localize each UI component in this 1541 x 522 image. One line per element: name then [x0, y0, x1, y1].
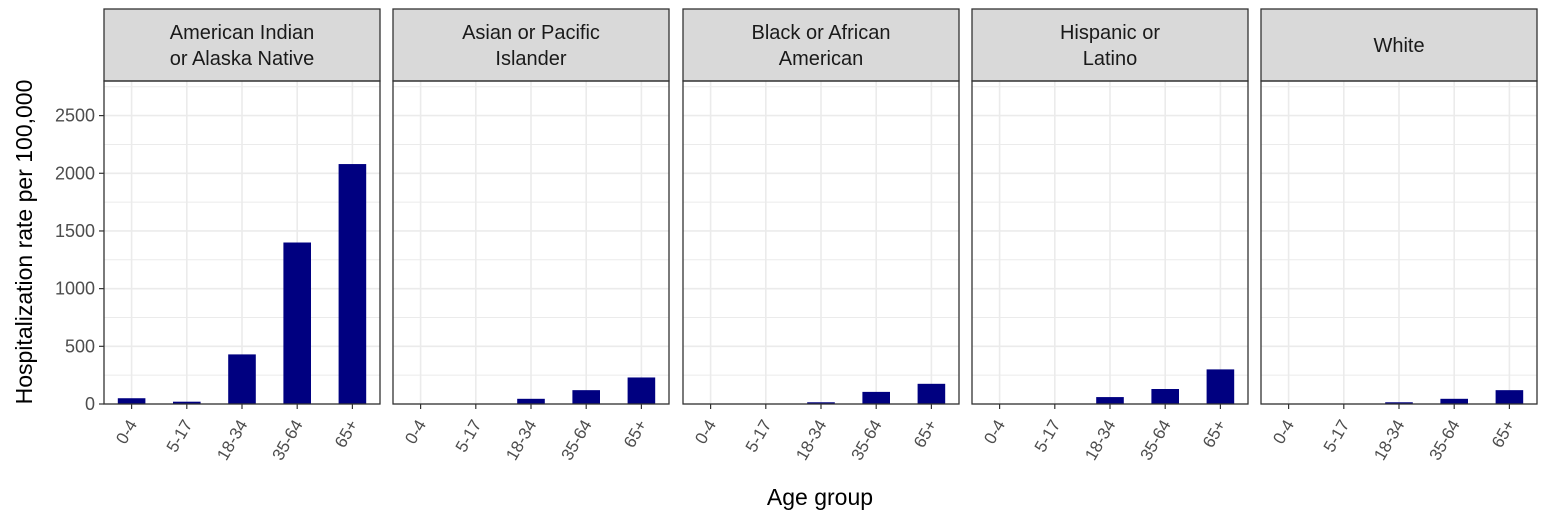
x-tick-label: 5-17: [1320, 417, 1353, 456]
x-tick-label: 18-34: [792, 417, 830, 464]
bar-3-3: [1151, 389, 1179, 404]
y-tick-label: 0: [85, 394, 95, 414]
facet-strip: [104, 9, 380, 81]
x-tick-label: 0-4: [401, 417, 430, 448]
x-tick-label: 18-34: [1081, 417, 1119, 464]
facet-title-line: or Alaska Native: [170, 48, 315, 70]
bar-2-4: [918, 384, 946, 404]
x-tick-label: 35-64: [847, 417, 885, 464]
y-axis-title: Hospitalization rate per 100,000: [11, 80, 37, 405]
x-tick-label: 35-64: [1425, 417, 1463, 464]
bar-4-4: [1496, 390, 1524, 404]
bar-1-3: [572, 390, 600, 404]
facet-strip: [683, 9, 959, 81]
facet-strip: [972, 9, 1248, 81]
x-tick-label: 35-64: [268, 417, 306, 464]
facet-title-line: Latino: [1083, 48, 1138, 70]
x-tick-label: 0-4: [112, 417, 141, 448]
bar-0-0: [118, 398, 146, 404]
x-tick-label: 18-34: [213, 417, 251, 464]
facet-title-line: American: [779, 48, 863, 70]
grid-layer: [104, 81, 1537, 404]
bar-4-3: [1440, 399, 1468, 404]
y-tick-label: 2500: [55, 106, 95, 126]
x-tick-label: 65+: [620, 416, 651, 451]
x-tick-label: 5-17: [742, 417, 775, 456]
x-axis-title: Age group: [767, 484, 873, 510]
bar-3-4: [1207, 369, 1235, 404]
x-tick-label: 5-17: [163, 417, 196, 456]
x-tick-label: 35-64: [1136, 417, 1174, 464]
facet-title-line: Islander: [495, 48, 566, 70]
x-tick-label: 65+: [910, 416, 941, 451]
x-tick-label: 0-4: [980, 417, 1009, 448]
x-tick-label: 0-4: [1269, 417, 1298, 448]
y-tick-label: 1000: [55, 279, 95, 299]
facet-title-line: Black or African: [752, 22, 891, 44]
x-tick-label: 18-34: [1370, 417, 1408, 464]
facet-title-line: Hispanic or: [1060, 22, 1160, 44]
bar-0-4: [339, 164, 367, 404]
bar-2-3: [862, 392, 890, 404]
facet-title-line: American Indian: [170, 22, 315, 44]
bar-1-4: [628, 377, 656, 404]
x-tick-label: 35-64: [557, 417, 595, 464]
facet-strip: [393, 9, 669, 81]
x-tick-label: 18-34: [502, 417, 540, 464]
bar-0-2: [228, 354, 256, 404]
bar-0-3: [283, 243, 311, 405]
bar-1-2: [517, 399, 545, 404]
y-tick-label: 500: [65, 336, 95, 356]
facet-title-line: White: [1373, 35, 1424, 57]
y-tick-label: 2000: [55, 163, 95, 183]
x-tick-label: 65+: [1199, 416, 1230, 451]
facet-title-line: Asian or Pacific: [462, 22, 600, 44]
x-tick-label: 65+: [1488, 416, 1519, 451]
bar-3-2: [1096, 397, 1124, 404]
x-tick-label: 65+: [331, 416, 362, 451]
x-tick-label: 5-17: [452, 417, 485, 456]
x-tick-label: 5-17: [1031, 417, 1064, 456]
y-tick-label: 1500: [55, 221, 95, 241]
x-tick-label: 0-4: [691, 417, 720, 448]
